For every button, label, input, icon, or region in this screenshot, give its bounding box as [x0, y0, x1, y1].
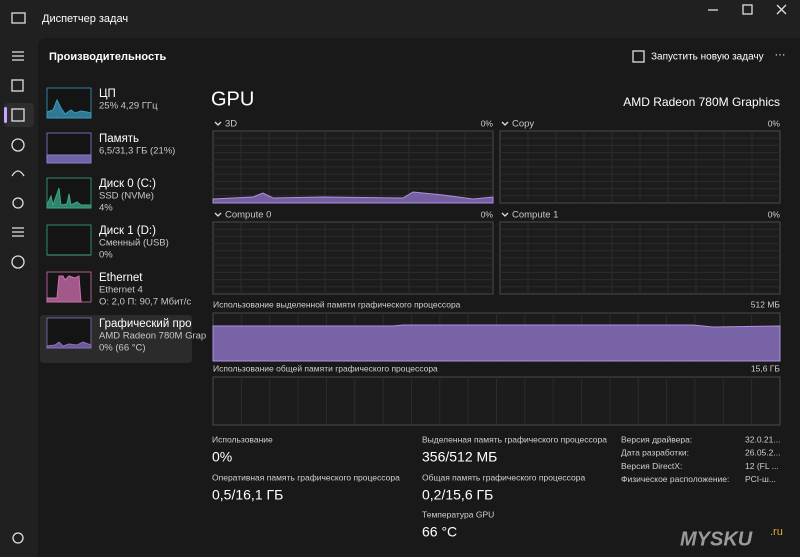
sidebar-thumb-graph	[46, 275, 82, 303]
sidebar-name[interactable]: Диск 1 (D:)	[99, 225, 156, 237]
stat-value: 356/512 МБ	[422, 449, 497, 465]
graph-value: 0%	[768, 118, 781, 128]
detail-value: 32.0.21...	[745, 434, 780, 444]
stat-label: Использование	[212, 434, 273, 444]
stat-label: Оперативная память графического процессо…	[212, 472, 400, 482]
nav-details[interactable]	[12, 227, 24, 237]
detail-label: Версия драйвера:	[621, 434, 692, 444]
sidebar-detail: SSD (NVMe)	[99, 191, 154, 202]
sidebar-name[interactable]: Ethernet	[99, 272, 143, 284]
gpu-title: GPU	[211, 88, 254, 110]
graph-area	[212, 191, 494, 204]
sidebar-thumb-graph	[46, 187, 92, 209]
sidebar-detail: 0%	[99, 250, 113, 261]
nav-services[interactable]	[11, 255, 25, 269]
close-button[interactable]	[776, 4, 787, 15]
memory-label: Использование общей памяти графического …	[213, 363, 438, 373]
sidebar-detail: AMD Radeon 780M Grap	[99, 331, 206, 342]
run-task-icon	[632, 50, 645, 63]
memory-label: Использование выделенной памяти графичес…	[213, 299, 461, 309]
sidebar-detail: 25% 4,29 ГГц	[99, 101, 158, 112]
graph-label[interactable]: Compute 1	[512, 210, 558, 221]
detail-label: Версия DirectX:	[621, 461, 682, 471]
graph-chevron[interactable]	[214, 212, 222, 217]
graph-value: 0%	[481, 118, 494, 128]
graph-label[interactable]: 3D	[225, 119, 237, 130]
app-icon	[11, 12, 26, 24]
stat-value: 0,5/16,1 ГБ	[212, 487, 283, 503]
sidebar-name[interactable]: ЦП	[99, 88, 116, 100]
sidebar-thumb-graph	[46, 98, 92, 119]
stat-label: Выделенная память графического процессор…	[422, 434, 607, 444]
sidebar-name[interactable]: Графический про	[99, 318, 192, 330]
nav-users[interactable]	[12, 197, 24, 209]
graph-label[interactable]: Compute 0	[225, 210, 271, 221]
graph-value: 0%	[481, 209, 494, 219]
stat-label: Общая память графического процессора	[422, 472, 585, 482]
sidebar-name[interactable]: Память	[99, 133, 139, 145]
stat-label: Температура GPU	[422, 509, 494, 519]
maximize-button[interactable]	[742, 4, 753, 15]
sidebar-detail: 0% (66 °C)	[99, 343, 146, 354]
nav-performance[interactable]	[11, 108, 25, 122]
run-task-button[interactable]: Запустить новую задачу	[651, 52, 764, 63]
watermark-suffix: .ru	[770, 526, 783, 538]
sidebar-thumb-graph	[46, 154, 92, 164]
detail-value: 12 (FL ...	[745, 461, 779, 471]
memory-area	[212, 324, 781, 362]
graph-chevron[interactable]	[501, 212, 509, 217]
nav-startup[interactable]	[11, 170, 25, 177]
graph-chevron[interactable]	[501, 121, 509, 126]
memory-max: 15,6 ГБ	[751, 363, 781, 373]
graph-chevron[interactable]	[214, 121, 222, 126]
detail-label: Дата разработки:	[621, 448, 689, 458]
sidebar-name[interactable]: Диск 0 (C:)	[99, 178, 156, 190]
graph-label[interactable]: Copy	[512, 119, 534, 130]
detail-label: Физическое расположение:	[621, 474, 729, 484]
stat-value: 66 °C	[422, 524, 457, 540]
watermark-brand: MYSKU	[680, 528, 753, 550]
stat-value: 0,2/15,6 ГБ	[422, 487, 493, 503]
memory-max: 512 МБ	[751, 299, 781, 309]
sidebar-detail: Сменный (USB)	[99, 238, 169, 249]
more-button[interactable]: ···	[775, 49, 786, 61]
nav-selected-indicator	[4, 107, 7, 123]
nav-history[interactable]	[11, 138, 25, 152]
nav-selected-bg	[4, 103, 34, 127]
stat-value: 0%	[212, 449, 232, 465]
sidebar-detail: 4%	[99, 203, 113, 214]
sidebar-thumb-graph	[46, 341, 92, 349]
sidebar-detail: О: 2,0 П: 90,7 Мбит/с	[99, 297, 191, 308]
menu-button[interactable]	[12, 51, 24, 61]
detail-value: 26.05.2...	[745, 448, 780, 458]
graph-value: 0%	[768, 209, 781, 219]
window-title: Диспетчер задач	[42, 13, 128, 25]
detail-value: PCI-ш...	[745, 474, 776, 484]
sidebar-thumb[interactable]	[46, 317, 92, 349]
sidebar-detail: Ethernet 4	[99, 285, 143, 296]
nav-settings[interactable]	[12, 532, 24, 544]
section-title: Производительность	[49, 51, 166, 63]
sidebar-detail: 6,5/31,3 ГБ (21%)	[99, 146, 175, 157]
gpu-device: AMD Radeon 780M Graphics	[623, 95, 780, 109]
sidebar-thumb[interactable]	[46, 224, 92, 256]
nav-processes[interactable]	[11, 79, 24, 92]
